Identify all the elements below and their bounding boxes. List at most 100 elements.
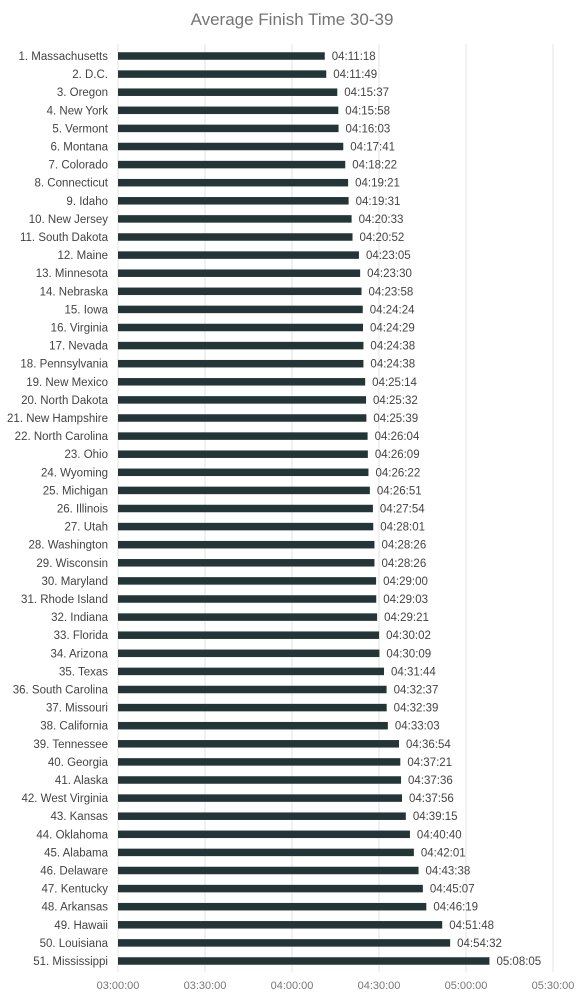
value-label: 04:23:58 xyxy=(369,286,414,298)
bar xyxy=(118,884,423,893)
category-label: 27. Utah xyxy=(65,522,108,534)
category-label: 28. Washington xyxy=(29,540,108,552)
x-tick-label: 04:30:00 xyxy=(358,980,401,992)
category-label: 25. Michigan xyxy=(43,485,108,497)
bar xyxy=(118,504,373,513)
category-label: 51. Mississippi xyxy=(33,956,108,968)
bar xyxy=(118,957,490,965)
bar xyxy=(118,540,375,549)
value-label: 04:26:09 xyxy=(375,449,420,461)
value-label: 04:11:18 xyxy=(332,51,376,63)
bar xyxy=(118,866,419,875)
category-label: 14. Nebraska xyxy=(40,286,109,298)
value-label: 04:26:04 xyxy=(375,431,420,443)
category-label: 2. D.C. xyxy=(72,69,108,81)
bar xyxy=(118,848,414,857)
value-label: 04:54:32 xyxy=(457,938,502,950)
category-label: 21. New Hampshire xyxy=(7,413,108,425)
bar xyxy=(118,559,375,567)
bar xyxy=(118,215,352,223)
value-label: 04:15:37 xyxy=(344,87,389,99)
value-label: 04:28:26 xyxy=(381,558,426,570)
value-label: 04:23:30 xyxy=(367,268,412,280)
value-label: 04:27:54 xyxy=(380,504,425,516)
bar xyxy=(118,341,364,350)
bars xyxy=(118,52,490,965)
value-label: 04:37:21 xyxy=(407,757,452,769)
category-label: 32. Indiana xyxy=(51,612,109,624)
x-tick-label: 05:30:00 xyxy=(532,980,575,992)
category-label: 30. Maryland xyxy=(42,576,108,588)
value-label: 04:36:54 xyxy=(406,739,451,751)
category-label: 1. Massachusetts xyxy=(19,51,109,63)
bar xyxy=(118,305,363,314)
bar xyxy=(118,359,364,368)
bar xyxy=(118,794,403,802)
value-label: 04:19:31 xyxy=(356,196,401,208)
category-label: 26. Illinois xyxy=(57,504,108,516)
bar xyxy=(118,468,369,477)
chart-title: Average Finish Time 30-39 xyxy=(191,10,394,29)
bar xyxy=(118,52,325,60)
category-label: 4. New York xyxy=(47,105,109,117)
bar xyxy=(118,703,387,712)
bar xyxy=(118,776,402,784)
category-label: 44. Oklahoma xyxy=(36,829,108,841)
x-tick-label: 03:30:00 xyxy=(184,980,227,992)
category-label: 50. Louisiana xyxy=(40,938,109,950)
category-label: 18. Pennsylvania xyxy=(20,359,108,371)
category-label: 37. Missouri xyxy=(46,703,108,715)
value-label: 04:46:19 xyxy=(433,902,478,914)
category-label: 6. Montana xyxy=(50,142,108,154)
category-label: 19. New Mexico xyxy=(26,377,108,389)
category-label: 13. Minnesota xyxy=(36,268,109,280)
bar xyxy=(118,197,349,205)
value-label: 04:24:38 xyxy=(370,341,415,353)
value-label: 04:20:52 xyxy=(360,232,405,244)
value-label: 04:25:39 xyxy=(373,413,418,425)
bar xyxy=(118,142,344,151)
value-label: 04:24:38 xyxy=(370,359,415,371)
category-label: 49. Hawaii xyxy=(54,920,108,932)
bar xyxy=(118,685,387,694)
value-label: 04:33:03 xyxy=(395,721,440,733)
value-label: 04:18:22 xyxy=(352,160,397,172)
value-label: 04:25:32 xyxy=(373,395,418,407)
category-label: 9. Idaho xyxy=(66,196,108,208)
value-label: 04:26:51 xyxy=(377,485,422,497)
value-label: 04:24:24 xyxy=(370,304,415,316)
value-label: 04:25:14 xyxy=(372,377,417,389)
category-label: 5. Vermont xyxy=(52,123,108,135)
value-label: 04:28:26 xyxy=(381,540,426,552)
value-label: 04:17:41 xyxy=(350,142,395,154)
category-label: 43. Kansas xyxy=(50,811,108,823)
bar xyxy=(118,721,388,730)
bar xyxy=(118,740,400,748)
bar xyxy=(118,902,427,911)
value-label: 04:40:40 xyxy=(417,829,462,841)
bar xyxy=(118,577,377,585)
bar xyxy=(118,613,378,621)
x-tick-label: 04:00:00 xyxy=(271,980,314,992)
bar xyxy=(118,233,353,241)
value-label: 04:32:39 xyxy=(394,703,439,715)
value-label: 04:45:07 xyxy=(430,884,475,896)
category-label: 7. Colorado xyxy=(49,160,108,172)
category-label: 36. South Carolina xyxy=(13,685,109,697)
value-label: 04:26:22 xyxy=(375,467,420,479)
category-label: 31. Rhode Island xyxy=(21,594,108,606)
category-label: 3. Oregon xyxy=(57,87,108,99)
bar xyxy=(118,812,406,820)
value-label: 04:37:36 xyxy=(408,775,453,787)
bar xyxy=(118,124,339,133)
bar xyxy=(118,160,346,169)
bar xyxy=(118,921,443,929)
value-label: 04:15:58 xyxy=(345,105,390,117)
value-label: 04:11:49 xyxy=(333,69,377,81)
category-label: 10. New Jersey xyxy=(29,214,109,226)
category-labels: 1. Massachusetts 2. D.C. 3. Oregon 4. New Y… xyxy=(7,51,109,968)
value-label: 05:08:05 xyxy=(496,956,541,968)
x-tick-label: 03:00:00 xyxy=(97,980,140,992)
value-label: 04:29:21 xyxy=(384,612,429,624)
